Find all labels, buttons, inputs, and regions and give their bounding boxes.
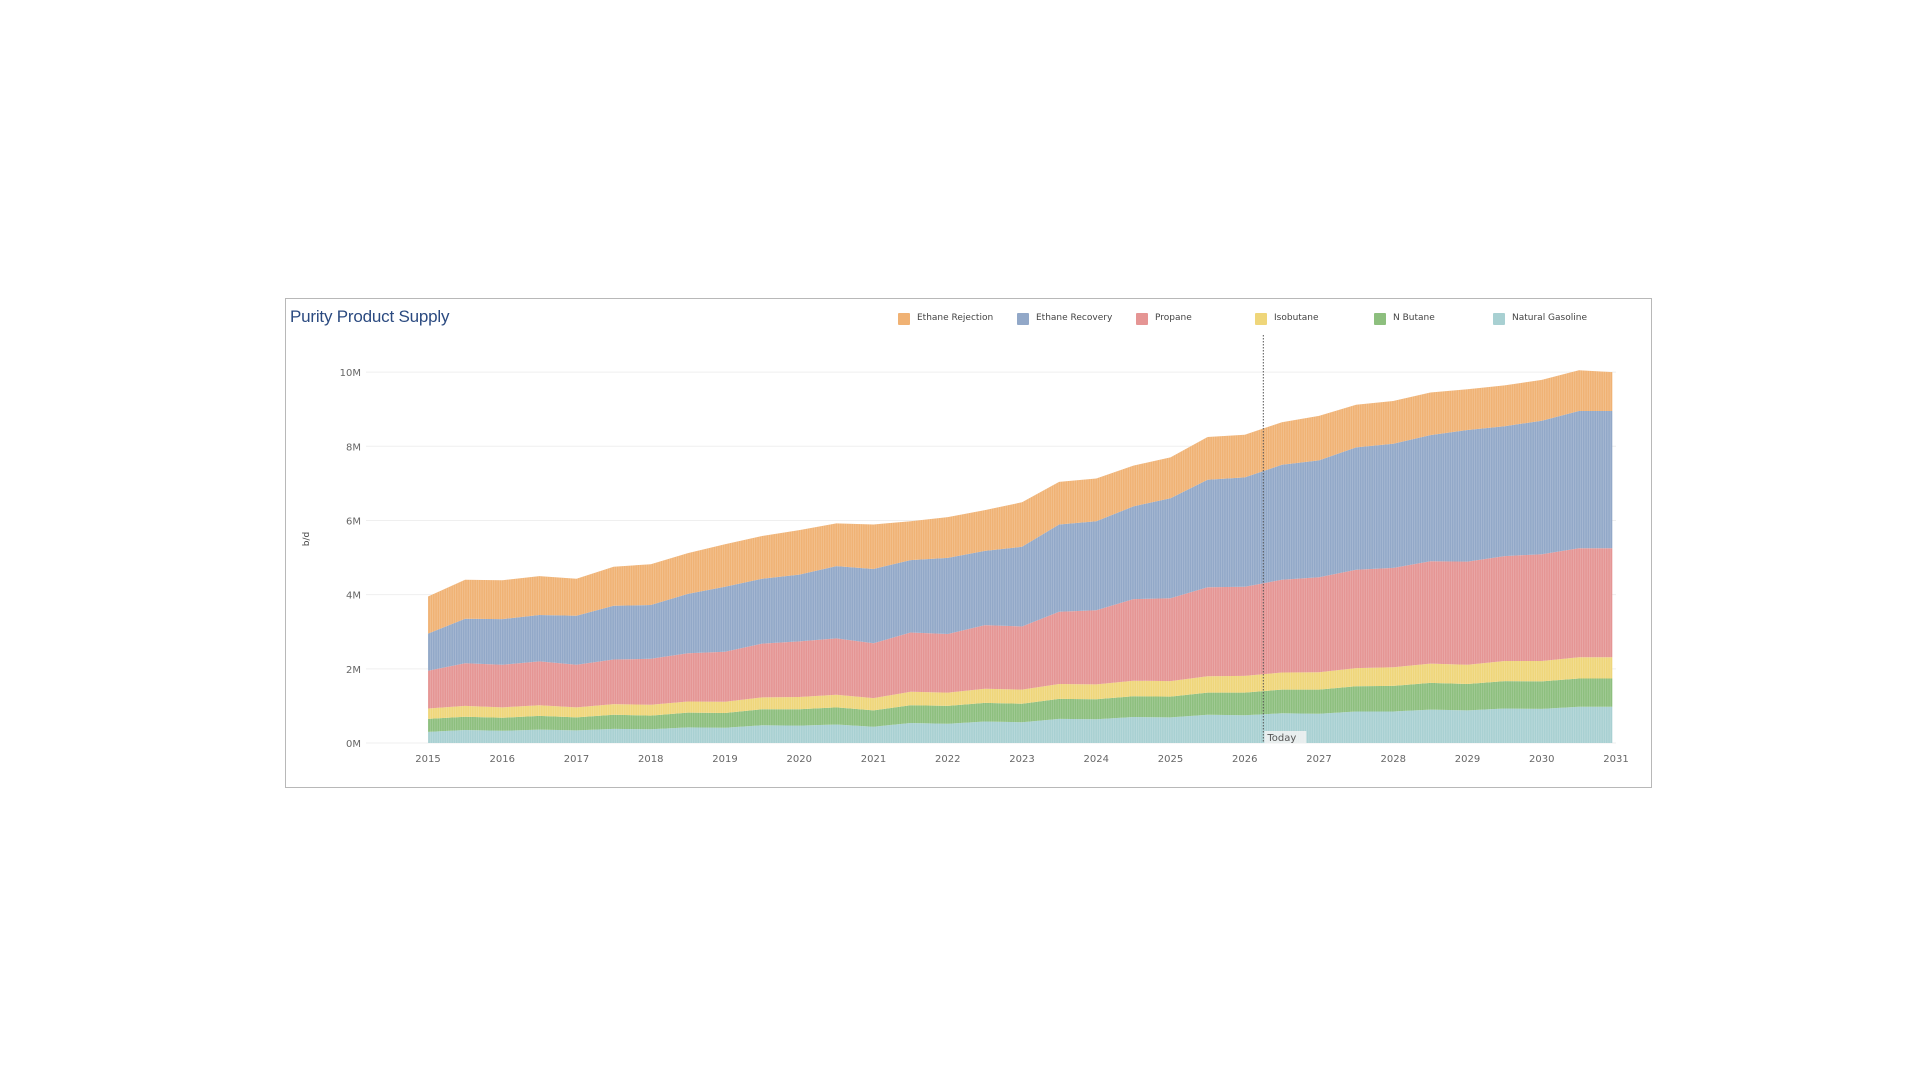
y-axis-label: b/d (302, 532, 312, 546)
x-tick-label: 2016 (490, 754, 515, 765)
legend-swatch (1255, 313, 1267, 325)
area-ethane-recovery[interactable] (428, 411, 1613, 671)
legend-label: Ethane Rejection (917, 313, 994, 323)
legend-label: Propane (1155, 313, 1192, 323)
x-tick-label: 2017 (564, 754, 589, 765)
hatch-lines (428, 370, 1611, 743)
today-marker: Today (1262, 335, 1307, 744)
month-hatching (428, 370, 1611, 743)
y-tick-label: 6M (346, 516, 361, 527)
y-tick-label: 0M (346, 739, 361, 750)
axes: 0M 2M 4M 6M 8M 10M b/d 2015 2016 2017 2018 2019 2020… (302, 368, 1629, 765)
chart-canvas: 0M 2M 4M 6M 8M 10M b/d 2015 2016 2017 2018 2019 2020… (302, 335, 1629, 765)
x-tick-label: 2031 (1603, 754, 1628, 765)
x-tick-label: 2028 (1381, 754, 1406, 765)
x-tick-label: 2026 (1232, 754, 1257, 765)
area-natural-gasoline[interactable] (428, 706, 1613, 743)
y-tick-label: 10M (340, 368, 361, 379)
legend-swatch (898, 313, 910, 325)
legend-label: Isobutane (1274, 313, 1319, 323)
x-tick-label: 2020 (787, 754, 812, 765)
area-n-butane[interactable] (428, 678, 1613, 732)
chart-title: Purity Product Supply (290, 307, 450, 326)
legend-label: Natural Gasoline (1512, 313, 1587, 323)
y-tick-label: 2M (346, 665, 361, 676)
x-tick-label: 2024 (1084, 754, 1109, 765)
legend-swatch (1017, 313, 1029, 325)
x-tick-label: 2018 (638, 754, 663, 765)
y-tick-label: 8M (346, 442, 361, 453)
area-isobutane[interactable] (428, 657, 1613, 719)
area-propane[interactable] (428, 548, 1613, 709)
today-label-bg (1264, 731, 1307, 743)
x-tick-label: 2029 (1455, 754, 1480, 765)
legend-swatch (1493, 313, 1505, 325)
x-tick-label: 2022 (935, 754, 960, 765)
x-tick-label: 2025 (1158, 754, 1183, 765)
x-tick-label: 2021 (861, 754, 886, 765)
legend-swatch (1374, 313, 1386, 325)
x-tick-label: 2027 (1306, 754, 1331, 765)
legend-swatch (1136, 313, 1148, 325)
legend-label: Ethane Recovery (1036, 313, 1113, 323)
area-ethane-rejection[interactable] (428, 370, 1613, 634)
area-series (428, 370, 1613, 743)
today-label: Today (1266, 733, 1296, 744)
x-tick-label: 2030 (1529, 754, 1554, 765)
chart-panel: 0M 2M 4M 6M 8M 10M b/d 2015 2016 2017 2018 2019 2020… (285, 298, 1652, 788)
x-tick-label: 2019 (712, 754, 737, 765)
y-tick-label: 4M (346, 591, 361, 602)
x-tick-label: 2015 (415, 754, 440, 765)
legend-label: N Butane (1393, 313, 1435, 323)
x-tick-label: 2023 (1009, 754, 1034, 765)
